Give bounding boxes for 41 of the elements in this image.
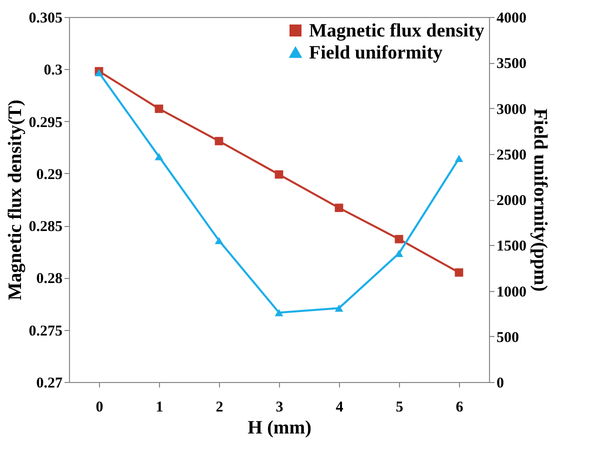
legend-label: Magnetic flux density [309,20,485,42]
y2-tick-label: 4000 [496,10,526,26]
point [274,170,284,179]
point [214,136,224,146]
x-tick-label: 6 [456,400,464,416]
y-tick-label: 0.28 [36,271,62,288]
point [154,152,164,160]
x-tick-label: 2 [216,400,224,416]
y-tick-label: 0.27 [36,376,63,392]
point [454,154,464,162]
point [154,104,164,113]
y-tick-label: 0.295 [28,114,62,131]
y2-tick-label: 500 [496,330,519,346]
point [454,268,464,277]
x-axis-title: H (mm) [248,418,312,438]
point [394,250,404,257]
x-tick-label: 3 [276,400,284,416]
y-tick-label: 0.285 [28,219,62,236]
y2-tick-label: 3000 [496,102,526,118]
y2-tick-label: 2500 [496,147,526,164]
y2-axis-title: Field uniformity(ppm) [530,108,550,292]
point [274,309,284,316]
y-tick-label: 0.29 [36,166,62,183]
y2-tick-label: 3500 [496,56,526,72]
y2-tick-label: 2000 [496,193,526,209]
x-tick-label: 4 [336,400,344,416]
x-tick-label: 5 [396,400,404,416]
point [214,236,224,244]
y2-tick-label: 1500 [496,238,526,255]
point [334,304,344,312]
y-axis-title: Magnetic flux density(T) [4,100,26,300]
x-tick-label: 1 [156,400,164,416]
y2-tick-label: 0 [496,376,504,392]
y-tick-label: 0.305 [28,10,62,26]
point [394,234,404,244]
y2-tick-label: 1000 [496,284,526,300]
y-tick-label: 0.3 [44,62,62,79]
point [334,204,344,212]
legend-label: Field uniformity [309,42,444,64]
x-tick-label: 0 [96,400,104,416]
y-tick-label: 0.275 [28,323,62,340]
